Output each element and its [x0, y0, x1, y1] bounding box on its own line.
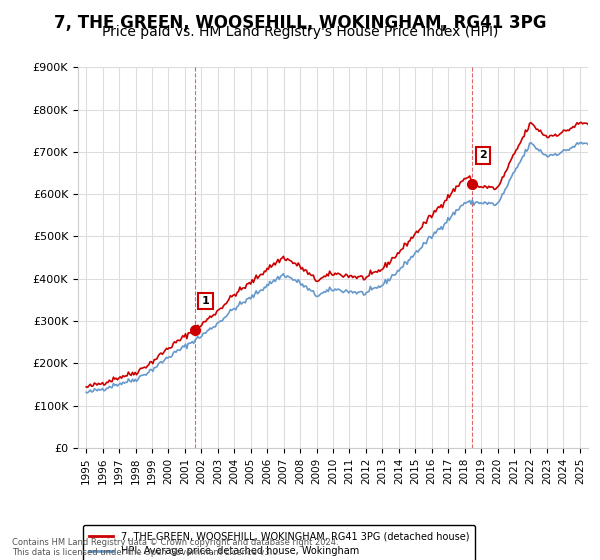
Text: 7, THE GREEN, WOOSEHILL, WOKINGHAM, RG41 3PG: 7, THE GREEN, WOOSEHILL, WOKINGHAM, RG41…: [54, 14, 546, 32]
Text: 1: 1: [202, 296, 209, 306]
Text: Contains HM Land Registry data © Crown copyright and database right 2024.
This d: Contains HM Land Registry data © Crown c…: [12, 538, 338, 557]
Text: Price paid vs. HM Land Registry's House Price Index (HPI): Price paid vs. HM Land Registry's House …: [102, 25, 498, 39]
Text: 2: 2: [479, 150, 487, 160]
Legend: 7, THE GREEN, WOOSEHILL, WOKINGHAM, RG41 3PG (detached house), HPI: Average pric: 7, THE GREEN, WOOSEHILL, WOKINGHAM, RG41…: [83, 525, 475, 560]
